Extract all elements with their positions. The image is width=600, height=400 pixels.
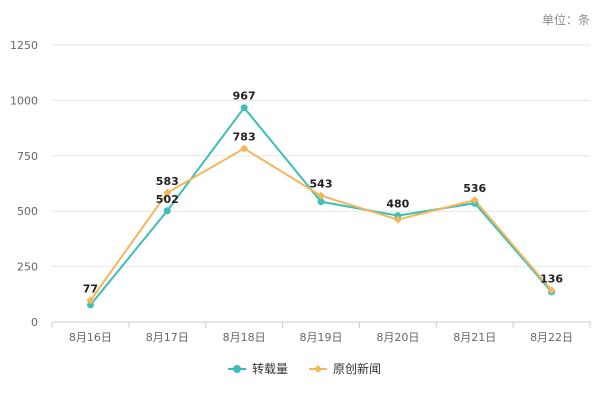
data-label: 502 (156, 193, 179, 206)
legend-item[interactable]: 转载量 (228, 361, 288, 376)
data-point (86, 301, 94, 309)
legend-item[interactable]: 原创新闻 (309, 361, 381, 376)
series-points (86, 104, 556, 309)
data-point (393, 215, 402, 224)
legend-marker (233, 365, 241, 373)
data-point (470, 196, 479, 205)
data-label: 480 (386, 198, 409, 211)
y-tick-label: 750 (17, 150, 38, 163)
legend-marker (314, 365, 322, 373)
data-point (163, 188, 172, 197)
y-tick-label: 500 (17, 205, 38, 218)
legend[interactable]: 转载量 原创新闻 (228, 361, 381, 376)
data-label: 967 (233, 90, 256, 103)
y-axis-ticks: 0 250 500 750 1000 1250 (10, 39, 38, 329)
unit-label: 单位：条 (542, 12, 590, 27)
y-tick-label: 1000 (10, 94, 38, 107)
data-label: 77 (83, 283, 98, 296)
x-tick-label: 8月18日 (223, 331, 266, 344)
y-tick-label: 0 (31, 316, 38, 329)
data-label: 536 (463, 182, 486, 195)
data-point (547, 286, 556, 295)
data-point (240, 144, 249, 153)
x-tick-label: 8月22日 (530, 331, 573, 344)
x-tick-label: 8月19日 (300, 331, 343, 344)
data-labels: 77 502 967 543 480 536 136 583 783 (83, 90, 564, 296)
data-label: 136 (540, 272, 563, 285)
x-tick-label: 8月16日 (69, 331, 112, 344)
data-label: 543 (310, 178, 333, 191)
data-point (163, 207, 171, 215)
series-line (89, 147, 553, 302)
y-tick-label: 250 (17, 261, 38, 274)
x-tick-label: 8月20日 (376, 331, 419, 344)
data-point (240, 104, 248, 112)
data-label: 783 (233, 130, 256, 143)
series-line (89, 106, 553, 306)
series-lines (89, 106, 553, 306)
data-point (86, 296, 95, 305)
data-point (317, 198, 325, 206)
x-tick-label: 8月17日 (146, 331, 189, 344)
data-point (317, 191, 325, 200)
x-axis: 8月16日 8月17日 8月18日 8月19日 8月20日 8月21日 8月22日 (51, 322, 591, 344)
x-tick-label: 8月21日 (453, 331, 496, 344)
data-label: 583 (156, 175, 179, 188)
legend-label: 转载量 (252, 361, 288, 376)
grid (52, 44, 590, 323)
y-tick-label: 1250 (10, 39, 38, 52)
legend-label: 原创新闻 (333, 361, 381, 376)
